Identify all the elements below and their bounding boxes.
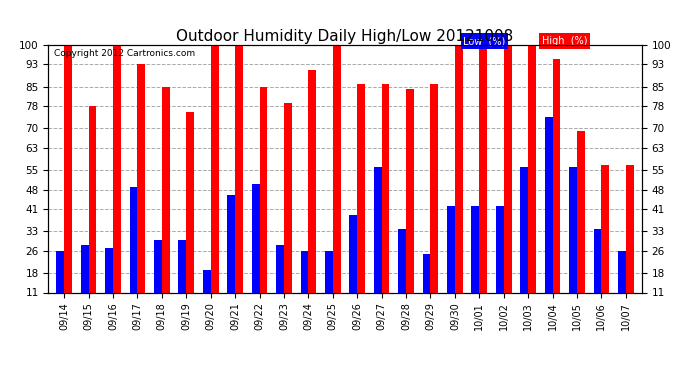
- Bar: [57, 251, 64, 323]
- Text: High  (%): High (%): [542, 36, 587, 46]
- Bar: [81, 245, 88, 323]
- Bar: [357, 84, 365, 323]
- Bar: [398, 228, 406, 323]
- Bar: [203, 270, 210, 323]
- Bar: [325, 251, 333, 323]
- Bar: [626, 165, 633, 323]
- Bar: [520, 167, 528, 323]
- Bar: [252, 184, 259, 323]
- Bar: [227, 195, 235, 323]
- Bar: [137, 64, 146, 323]
- Text: Copyright 2012 Cartronics.com: Copyright 2012 Cartronics.com: [55, 49, 195, 58]
- Bar: [210, 45, 219, 323]
- Bar: [333, 45, 341, 323]
- Bar: [447, 206, 455, 323]
- Bar: [64, 45, 72, 323]
- Bar: [528, 45, 536, 323]
- Bar: [186, 112, 194, 323]
- Bar: [569, 167, 577, 323]
- Bar: [235, 45, 243, 323]
- Bar: [179, 240, 186, 323]
- Bar: [593, 228, 602, 323]
- Bar: [504, 45, 511, 323]
- Bar: [602, 165, 609, 323]
- Bar: [496, 206, 504, 323]
- Bar: [471, 206, 480, 323]
- Bar: [423, 254, 431, 323]
- Title: Outdoor Humidity Daily High/Low 20121008: Outdoor Humidity Daily High/Low 20121008: [177, 29, 513, 44]
- Bar: [544, 117, 553, 323]
- Bar: [276, 245, 284, 323]
- Bar: [577, 131, 585, 323]
- Bar: [308, 70, 316, 323]
- Bar: [105, 248, 113, 323]
- Bar: [618, 251, 626, 323]
- Bar: [480, 45, 487, 323]
- Bar: [259, 87, 267, 323]
- Bar: [162, 87, 170, 323]
- Bar: [406, 90, 414, 323]
- Bar: [154, 240, 162, 323]
- Bar: [382, 84, 389, 323]
- Bar: [553, 59, 560, 323]
- Bar: [130, 187, 137, 323]
- Bar: [349, 214, 357, 323]
- Bar: [374, 167, 382, 323]
- Bar: [301, 251, 308, 323]
- Bar: [113, 45, 121, 323]
- Text: Low  (%): Low (%): [463, 36, 506, 46]
- Bar: [455, 45, 463, 323]
- Bar: [284, 104, 292, 323]
- Bar: [88, 106, 97, 323]
- Bar: [431, 84, 438, 323]
